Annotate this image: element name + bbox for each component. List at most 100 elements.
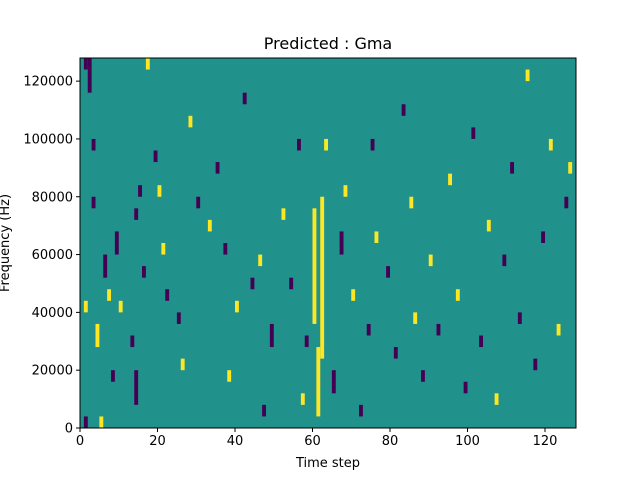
heatmap-cell (83, 58, 88, 70)
heatmap-cell (99, 416, 104, 428)
x-tick-label: 60 (304, 434, 321, 449)
y-tick-label: 60000 (32, 248, 73, 263)
y-axis-label: Frequency (Hz) (0, 194, 13, 292)
x-tick-label: 80 (382, 434, 399, 449)
heatmap-cell (157, 185, 162, 197)
heatmap-cell (250, 277, 255, 290)
heatmap-cell (428, 254, 433, 267)
heatmap-cell (393, 347, 398, 359)
heatmap-cell (103, 254, 108, 278)
heatmap-cell (138, 185, 143, 197)
heatmap-cell (436, 323, 441, 336)
heatmap-cell (517, 312, 522, 324)
heatmap-cell (556, 323, 561, 336)
heatmap-cell (533, 358, 538, 371)
heatmap-cell (134, 370, 139, 405)
heatmap-cell (343, 185, 348, 197)
heatmap-cell (568, 162, 573, 174)
y-tick-label: 100000 (23, 132, 73, 147)
heatmap-cell (541, 231, 546, 243)
heatmap-cell (366, 323, 371, 336)
heatmap-cell (227, 370, 232, 382)
plot-frame (79, 57, 577, 429)
heatmap-cell (269, 323, 274, 348)
heatmap-cell (463, 381, 468, 394)
heatmap-cell (130, 335, 135, 348)
heatmap-cells (83, 58, 573, 428)
heatmap-cell (455, 289, 460, 301)
heatmap-cell (83, 416, 88, 428)
heatmap-cell (370, 138, 375, 151)
heatmap-cell (421, 370, 425, 382)
heatmap-cell (196, 196, 201, 209)
heatmap-cell (479, 335, 484, 348)
heatmap-cell (289, 277, 294, 290)
x-axis: 0 20 40 60 80 100 120 (76, 428, 558, 449)
heatmap-cell (95, 323, 100, 348)
heatmap-cell (242, 92, 247, 105)
heatmap-cell (188, 115, 193, 128)
heatmap-cell (409, 196, 414, 209)
heatmap-cell (281, 208, 286, 220)
heatmap-cell (91, 196, 96, 209)
heatmap-cell (258, 254, 263, 267)
heatmap-cell (235, 300, 239, 313)
y-tick-label: 40000 (32, 306, 73, 321)
heatmap-cell (413, 312, 418, 324)
heatmap-cell (134, 208, 139, 220)
heatmap-cell (339, 231, 344, 255)
heatmap-cell (176, 312, 181, 324)
heatmap-cell (215, 162, 220, 174)
heatmap-cell (165, 289, 170, 301)
heatmap-cell (180, 358, 185, 371)
heatmap-cell (331, 370, 336, 394)
heatmap-cell (471, 127, 476, 139)
x-tick-label: 120 (533, 434, 558, 449)
heatmap-cell (548, 138, 553, 151)
heatmap-cell (111, 370, 115, 382)
plot-area (79, 57, 577, 429)
heatmap-cell (107, 289, 112, 301)
heatmap-background (80, 58, 576, 428)
heatmap-cell (118, 300, 123, 313)
y-tick-label: 80000 (32, 190, 73, 205)
heatmap-cell (525, 69, 530, 82)
y-axis: 0 20000 40000 60000 80000 100000 120000 (23, 75, 80, 437)
y-tick-label: 120000 (23, 75, 73, 90)
heatmap-cell (486, 219, 491, 232)
heatmap-cell (359, 404, 363, 417)
x-tick-label: 20 (149, 434, 166, 449)
heatmap-cell (448, 173, 453, 186)
y-tick-label: 20000 (32, 364, 73, 379)
heatmap-cell (312, 208, 317, 324)
chart-title: Predicted : Gma (264, 34, 392, 53)
heatmap-cell (510, 162, 515, 174)
heatmap-cell (316, 347, 321, 417)
heatmap-cell (564, 196, 569, 209)
heatmap-cell (262, 404, 267, 417)
heatmap-cell (297, 138, 301, 151)
heatmap-cell (351, 289, 356, 301)
x-tick-label: 100 (455, 434, 480, 449)
heatmap-cell (494, 393, 499, 405)
y-tick-label: 0 (65, 422, 73, 437)
x-tick-label: 40 (227, 434, 244, 449)
heatmap-cell (401, 104, 406, 116)
heatmap-cell (153, 150, 158, 163)
heatmap-cell (114, 231, 119, 255)
heatmap-cell (502, 254, 507, 267)
heatmap-cell (300, 393, 305, 405)
heatmap-cell (87, 58, 92, 93)
heatmap-cell (374, 231, 379, 243)
heatmap-cell (161, 243, 166, 255)
heatmap-cell (207, 219, 212, 232)
heatmap-cell (142, 266, 146, 278)
heatmap-cell (223, 243, 228, 255)
heatmap-cell (320, 196, 325, 359)
heatmap-cell (324, 138, 329, 151)
x-tick-label: 0 (76, 434, 84, 449)
heatmap-cell (91, 138, 96, 151)
x-axis-label: Time step (295, 456, 360, 471)
heatmap-cell (83, 300, 88, 313)
heatmap-cell (386, 266, 391, 278)
